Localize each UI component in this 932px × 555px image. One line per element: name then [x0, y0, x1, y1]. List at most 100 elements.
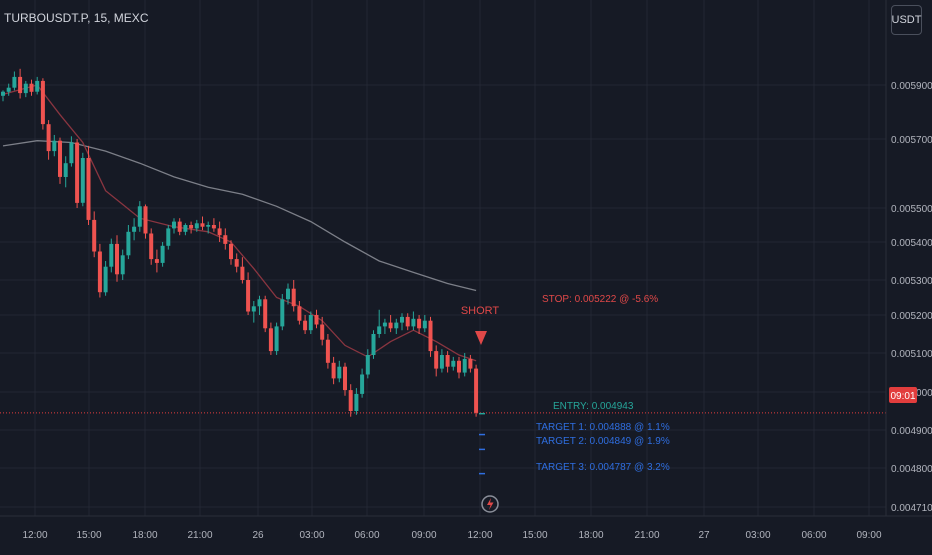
- candle-down: [405, 316, 410, 327]
- candle-up: [120, 255, 125, 275]
- candle-down: [58, 140, 62, 177]
- candle-down: [29, 83, 34, 92]
- candle-down: [143, 206, 148, 234]
- candle-up: [360, 374, 365, 394]
- candle-down: [331, 362, 336, 379]
- candle-up: [23, 83, 28, 94]
- signal-labels: SHORT STOP: 0.005222 @ -5.6% ENTRY: 0.00…: [461, 294, 670, 473]
- symbol-title: TURBOUSDT.P, 15, MEXC: [4, 11, 149, 25]
- ema-slow-line: [2, 140, 477, 292]
- candle-up: [308, 315, 313, 331]
- candle-up: [422, 320, 427, 329]
- candle-down: [177, 221, 182, 232]
- candle-down: [263, 299, 268, 329]
- short-arrow-icon: [475, 331, 487, 345]
- x-tick-label: 06:00: [354, 530, 379, 541]
- candle-up: [109, 243, 114, 267]
- y-tick-label: 0.004800: [891, 464, 932, 475]
- y-tick-label: 0.005700: [891, 135, 932, 146]
- stop-label: STOP: 0.005222 @ -5.6%: [542, 294, 658, 305]
- last-price-badge: [889, 387, 917, 403]
- candle-down: [303, 320, 308, 331]
- candle-down: [434, 351, 439, 369]
- candle-up: [172, 221, 176, 229]
- y-tick-label: 0.004900: [891, 426, 932, 437]
- candle-down: [445, 355, 450, 367]
- y-tick-label: 0.005500: [891, 204, 932, 215]
- candle-up: [194, 223, 199, 229]
- candle-up: [257, 299, 262, 307]
- candle-down: [297, 306, 302, 321]
- candle-up: [382, 322, 387, 327]
- candle-down: [343, 366, 347, 391]
- candle-up: [183, 225, 188, 232]
- candle-down: [229, 243, 233, 260]
- grid: [0, 0, 886, 516]
- candle-up: [126, 231, 131, 256]
- x-tick-label: 03:00: [299, 530, 324, 541]
- candle-up: [52, 140, 57, 152]
- candle-down: [268, 328, 273, 352]
- candle-down: [154, 259, 159, 263]
- time-axis[interactable]: 12:00 15:00 18:00 21:00 26 03:00 06:00 09:00 12:…: [22, 530, 881, 541]
- candle-down: [457, 360, 461, 373]
- candle-down: [325, 339, 330, 363]
- candle-up: [462, 358, 467, 373]
- candle-up: [132, 226, 137, 232]
- target-1-label: TARGET 1: 0.004888 @ 1.1%: [536, 422, 670, 433]
- candle-down: [291, 288, 296, 307]
- candle-up: [1, 91, 5, 96]
- candle-down: [86, 158, 91, 220]
- candle-up: [400, 316, 404, 323]
- candle-down: [240, 266, 245, 280]
- candle-up: [411, 318, 416, 327]
- candle-down: [320, 324, 325, 340]
- moving-averages: [2, 84, 477, 362]
- candle-up: [451, 360, 456, 367]
- candle-up: [35, 80, 40, 92]
- candles: [1, 68, 479, 417]
- candle-down: [211, 225, 216, 229]
- candle-down: [474, 368, 479, 413]
- y-tick-label: 0.005200: [891, 311, 932, 322]
- candle-up: [371, 334, 376, 355]
- candle-down: [46, 124, 51, 152]
- entry-label: ENTRY: 0.004943: [553, 401, 634, 412]
- last-price-tag: 09:01: [889, 387, 917, 403]
- candle-down: [92, 219, 97, 252]
- y-tick-label: 0.005400: [891, 238, 932, 249]
- x-tick-label: 03:00: [745, 530, 770, 541]
- short-label: SHORT: [461, 305, 500, 317]
- candle-down: [18, 76, 23, 94]
- x-tick-label: 12:00: [467, 530, 492, 541]
- candle-up: [439, 355, 444, 369]
- candle-down: [314, 315, 319, 325]
- candle-down: [75, 142, 80, 203]
- x-tick-label: 09:00: [856, 530, 881, 541]
- x-tick-label: 18:00: [578, 530, 603, 541]
- candle-up: [166, 228, 171, 246]
- candle-down: [115, 243, 119, 275]
- candle-up: [103, 266, 108, 293]
- candle-down: [234, 259, 239, 267]
- x-tick-label: 15:00: [76, 530, 101, 541]
- candle-down: [200, 223, 205, 227]
- alert-icon[interactable]: [481, 495, 499, 513]
- currency-button[interactable]: USDT: [891, 5, 922, 35]
- x-tick-label: 27: [698, 530, 710, 541]
- candle-down: [40, 80, 45, 125]
- x-tick-label: 15:00: [522, 530, 547, 541]
- x-tick-label: 21:00: [634, 530, 659, 541]
- x-tick-label: 21:00: [187, 530, 212, 541]
- y-tick-label: 0.005100: [891, 349, 932, 360]
- candle-down: [246, 280, 251, 312]
- candle-up: [394, 322, 399, 329]
- x-tick-label: 09:00: [411, 530, 436, 541]
- candle-up: [377, 326, 382, 334]
- candle-down: [97, 251, 102, 293]
- candle-down: [468, 358, 473, 369]
- candle-up: [63, 163, 68, 177]
